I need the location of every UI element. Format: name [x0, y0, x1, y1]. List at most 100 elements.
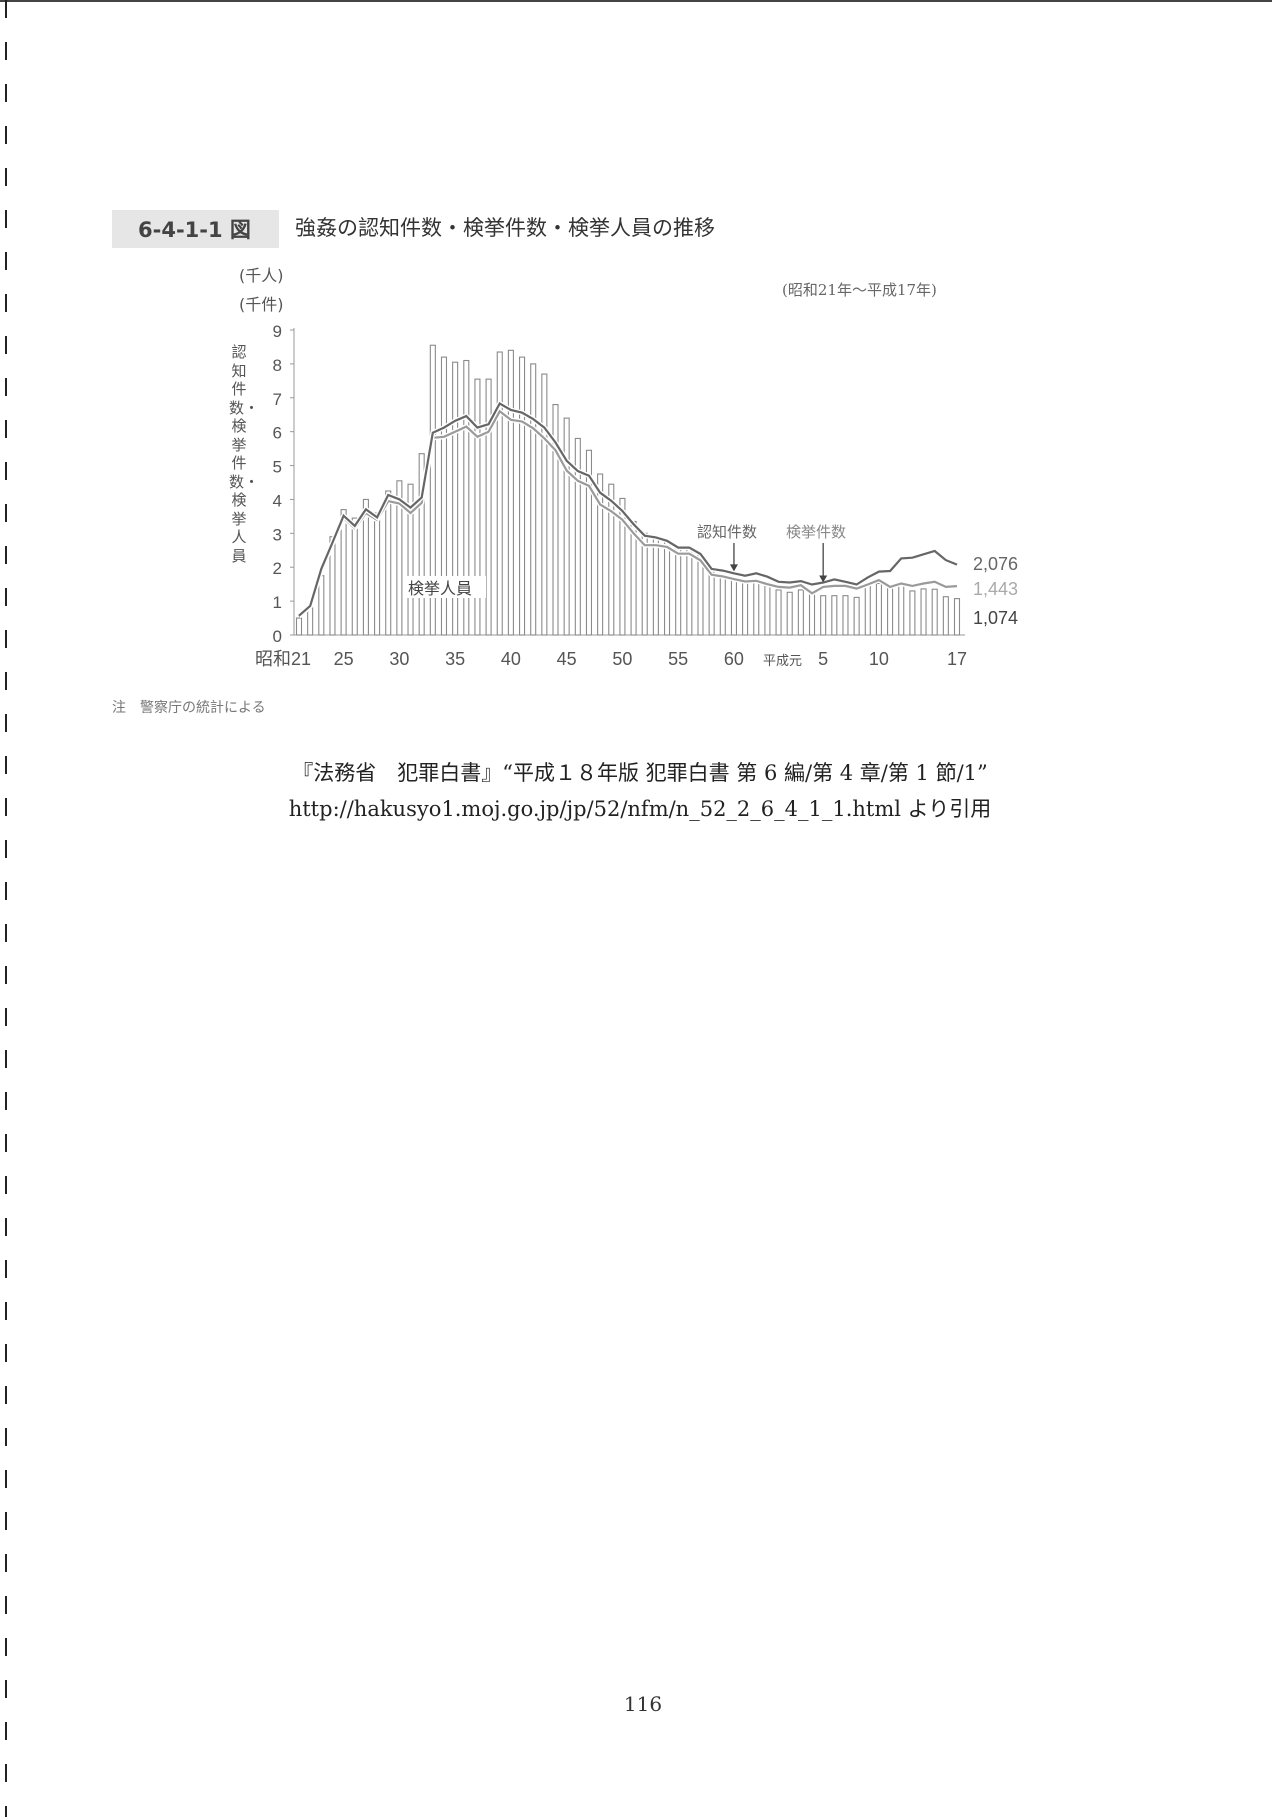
bar-persons	[686, 546, 693, 636]
end-value-label: 2,076	[973, 554, 1018, 574]
line-cleared-cases	[298, 409, 958, 618]
y-tick-label: 8	[273, 356, 282, 375]
bar-persons	[820, 595, 827, 636]
citation-line-1: 『法務省 犯罪白書』“平成１８年版 犯罪白書 第 6 編/第 4 章/第 1 節…	[292, 761, 988, 785]
y-tick-label: 6	[273, 424, 282, 443]
bar-persons	[898, 583, 905, 636]
binding-edge	[5, 0, 7, 1817]
bar-persons	[663, 541, 671, 636]
page-top-border	[0, 0, 1272, 2]
bar-persons	[507, 349, 514, 636]
figure-note: 注 警察庁の統計による	[112, 700, 266, 716]
y-tick-label: 1	[273, 593, 282, 612]
y-tick-label: 2	[273, 559, 282, 578]
bar-persons	[295, 617, 303, 636]
bar-persons	[764, 585, 771, 636]
x-tick-label: 60	[724, 649, 744, 669]
bar-persons	[552, 404, 559, 636]
x-tick-label: 35	[445, 649, 465, 669]
bar-persons	[652, 537, 659, 636]
bar-persons	[307, 607, 314, 636]
x-tick-label: 17	[947, 649, 967, 669]
bar-persons	[396, 480, 403, 636]
bar-persons	[440, 356, 448, 636]
bar-persons	[853, 596, 860, 636]
bar-persons	[719, 575, 726, 636]
bar-persons	[585, 449, 593, 636]
bar-persons	[842, 595, 849, 636]
bar-persons	[519, 356, 526, 636]
bar-persons	[931, 588, 938, 636]
bar-persons	[530, 363, 537, 636]
bar-persons	[942, 596, 949, 636]
bar-persons	[608, 483, 615, 636]
bar-persons	[920, 588, 927, 636]
bar-persons	[909, 590, 916, 636]
bar-persons	[496, 351, 503, 636]
bar-persons	[574, 437, 581, 636]
citation-line-2: http://hakusyo1.moj.go.jp/jp/52/nfm/n_52…	[288, 797, 992, 821]
bar-persons	[675, 546, 682, 636]
bar-persons	[864, 585, 871, 636]
bar-persons	[407, 483, 414, 636]
bar-persons	[362, 498, 369, 636]
x-tick-label: 55	[668, 649, 688, 669]
bar-persons	[474, 378, 481, 636]
bar-persons	[463, 359, 470, 636]
period-label: (昭和21年～平成17年)	[782, 281, 937, 299]
x-tick-label: 45	[557, 649, 577, 669]
arrow-head-icon	[729, 564, 738, 572]
x-tick-label: 40	[501, 649, 521, 669]
bar-persons	[597, 473, 604, 636]
x-tick-label: 50	[612, 649, 632, 669]
bar-persons	[875, 582, 882, 636]
bar-persons	[742, 582, 749, 636]
end-value-label: 1,074	[973, 608, 1018, 628]
bar-persons	[887, 587, 894, 636]
bar-persons	[374, 512, 381, 636]
line-recognized-cases	[298, 401, 958, 617]
bar-persons	[697, 554, 704, 636]
y-tick-label: 9	[273, 322, 282, 341]
y-tick-label: 4	[273, 491, 282, 510]
bar-persons	[452, 361, 459, 636]
bar-persons	[351, 517, 358, 636]
figure-number: 6-4-1-1 図	[112, 210, 279, 248]
bar-persons	[797, 589, 804, 636]
y-tick-label: 7	[273, 390, 282, 409]
bar-persons	[541, 373, 548, 636]
bar-persons	[429, 344, 436, 636]
label-recognized: 認知件数	[697, 523, 757, 541]
label-persons: 検挙人員	[408, 579, 472, 598]
bar-persons	[708, 571, 715, 636]
bar-persons	[340, 509, 347, 636]
page-number: 116	[623, 1692, 663, 1716]
end-value-label: 1,443	[973, 579, 1018, 599]
bar-persons	[953, 598, 961, 636]
bar-persons	[563, 417, 570, 636]
bar-persons	[775, 589, 782, 636]
x-tick-label: 10	[869, 649, 889, 669]
y-axis-label: 認知件数・検挙件数・検挙人員	[229, 343, 260, 565]
bar-persons	[619, 497, 626, 636]
x-tick-label: 平成元	[763, 653, 802, 668]
x-tick-label: 5	[818, 649, 828, 669]
x-tick-label: 25	[334, 649, 354, 669]
arrow-head-icon	[819, 575, 828, 583]
y-tick-label: 5	[273, 458, 282, 477]
label-cleared: 検挙件数	[786, 523, 846, 541]
bar-persons	[730, 577, 737, 636]
bar-persons	[385, 490, 392, 636]
label-bg	[406, 576, 486, 598]
y-tick-label: 0	[273, 627, 282, 646]
unit-cases: (千件)	[239, 295, 284, 314]
bar-persons	[831, 595, 838, 636]
bar-persons	[808, 592, 816, 636]
x-tick-label: 30	[389, 649, 409, 669]
y-tick-label: 3	[273, 525, 282, 544]
bar-persons	[485, 378, 492, 636]
bar-persons	[786, 591, 793, 636]
bar-persons	[753, 581, 760, 636]
bar-persons	[641, 532, 648, 636]
